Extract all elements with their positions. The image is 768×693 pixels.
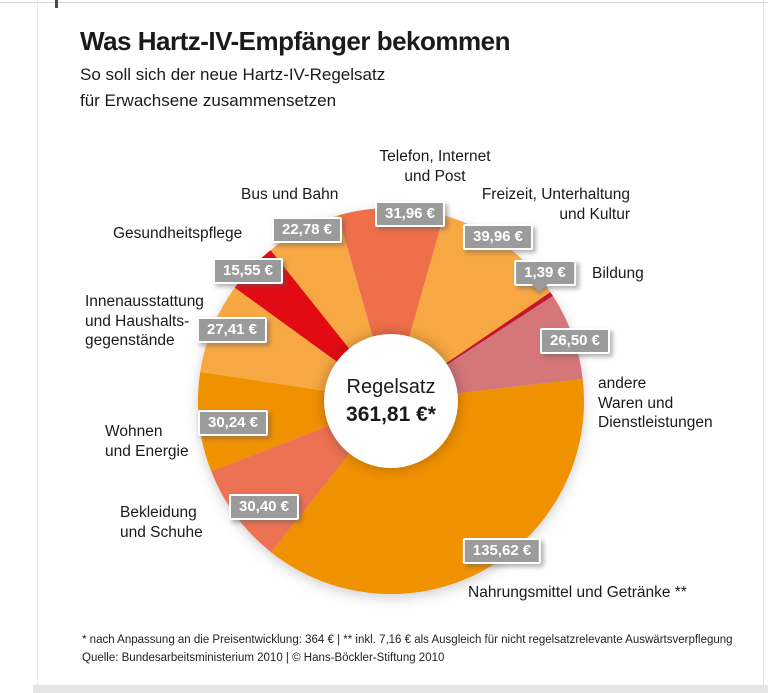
chart-center-value: 361,81 €* — [346, 402, 436, 426]
label-bekleidung: Bekleidung und Schuhe — [120, 504, 203, 541]
value-badge-innenausstattung: 27,41 € — [196, 317, 268, 343]
value-badge-bildung: 1,39 € — [514, 260, 576, 293]
page-subtitle: So soll sich der neue Hartz-IV-Regelsatz… — [80, 62, 385, 114]
source-line: Quelle: Bundesarbeitsministerium 2010 | … — [82, 652, 445, 664]
value-badge-gesundheitspflege: 15,55 € — [212, 258, 284, 284]
label-bus-und-bahn: Bus und Bahn — [241, 186, 339, 203]
top-tick — [55, 0, 58, 8]
top-rule — [0, 2, 768, 3]
subtitle-line-1: So soll sich der neue Hartz-IV-Regelsatz — [80, 65, 386, 84]
value-badge-telefon: 31,96 € — [374, 201, 446, 227]
label-telefon: Telefon, Internet und Post — [379, 148, 491, 185]
value-badge-freizeit: 39,96 € — [462, 224, 534, 250]
label-bildung: Bildung — [592, 265, 644, 282]
label-andere-waren: andere Waren und Dienstleistungen — [598, 375, 713, 431]
label-innenausstattung: Innenausstattung und Haushalts- gegenstä… — [85, 293, 204, 349]
footnote-line-1: * nach Anpassung an die Preisentwicklung… — [82, 634, 733, 646]
chart-center: Regelsatz 361,81 €* — [324, 334, 458, 468]
value-badge-wohnen: 30,24 € — [197, 410, 269, 436]
label-wohnen: Wohnen und Energie — [105, 423, 189, 460]
subtitle-line-2: für Erwachsene zusammensetzen — [80, 91, 337, 110]
label-gesundheitspflege: Gesundheitspflege — [113, 225, 243, 242]
bottom-bar — [33, 685, 768, 693]
pie-slice-telefon — [338, 207, 444, 401]
value-badge-andere-waren: 26,50 € — [539, 328, 611, 354]
label-freizeit: Freizeit, Unterhaltung und Kultur — [481, 186, 630, 223]
left-rule — [37, 0, 38, 693]
chart-center-label: Regelsatz — [346, 375, 436, 398]
label-nahrungsmittel: Nahrungsmittel und Getränke ** — [468, 584, 687, 601]
value-badge-nahrungsmittel: 135,62 € — [462, 538, 542, 564]
page-title: Was Hartz-IV-Empfänger bekommen — [80, 26, 510, 56]
right-rule — [763, 0, 764, 693]
value-badge-bus-und-bahn: 22,78 € — [271, 217, 343, 243]
value-badge-bekleidung: 30,40 € — [228, 494, 300, 520]
